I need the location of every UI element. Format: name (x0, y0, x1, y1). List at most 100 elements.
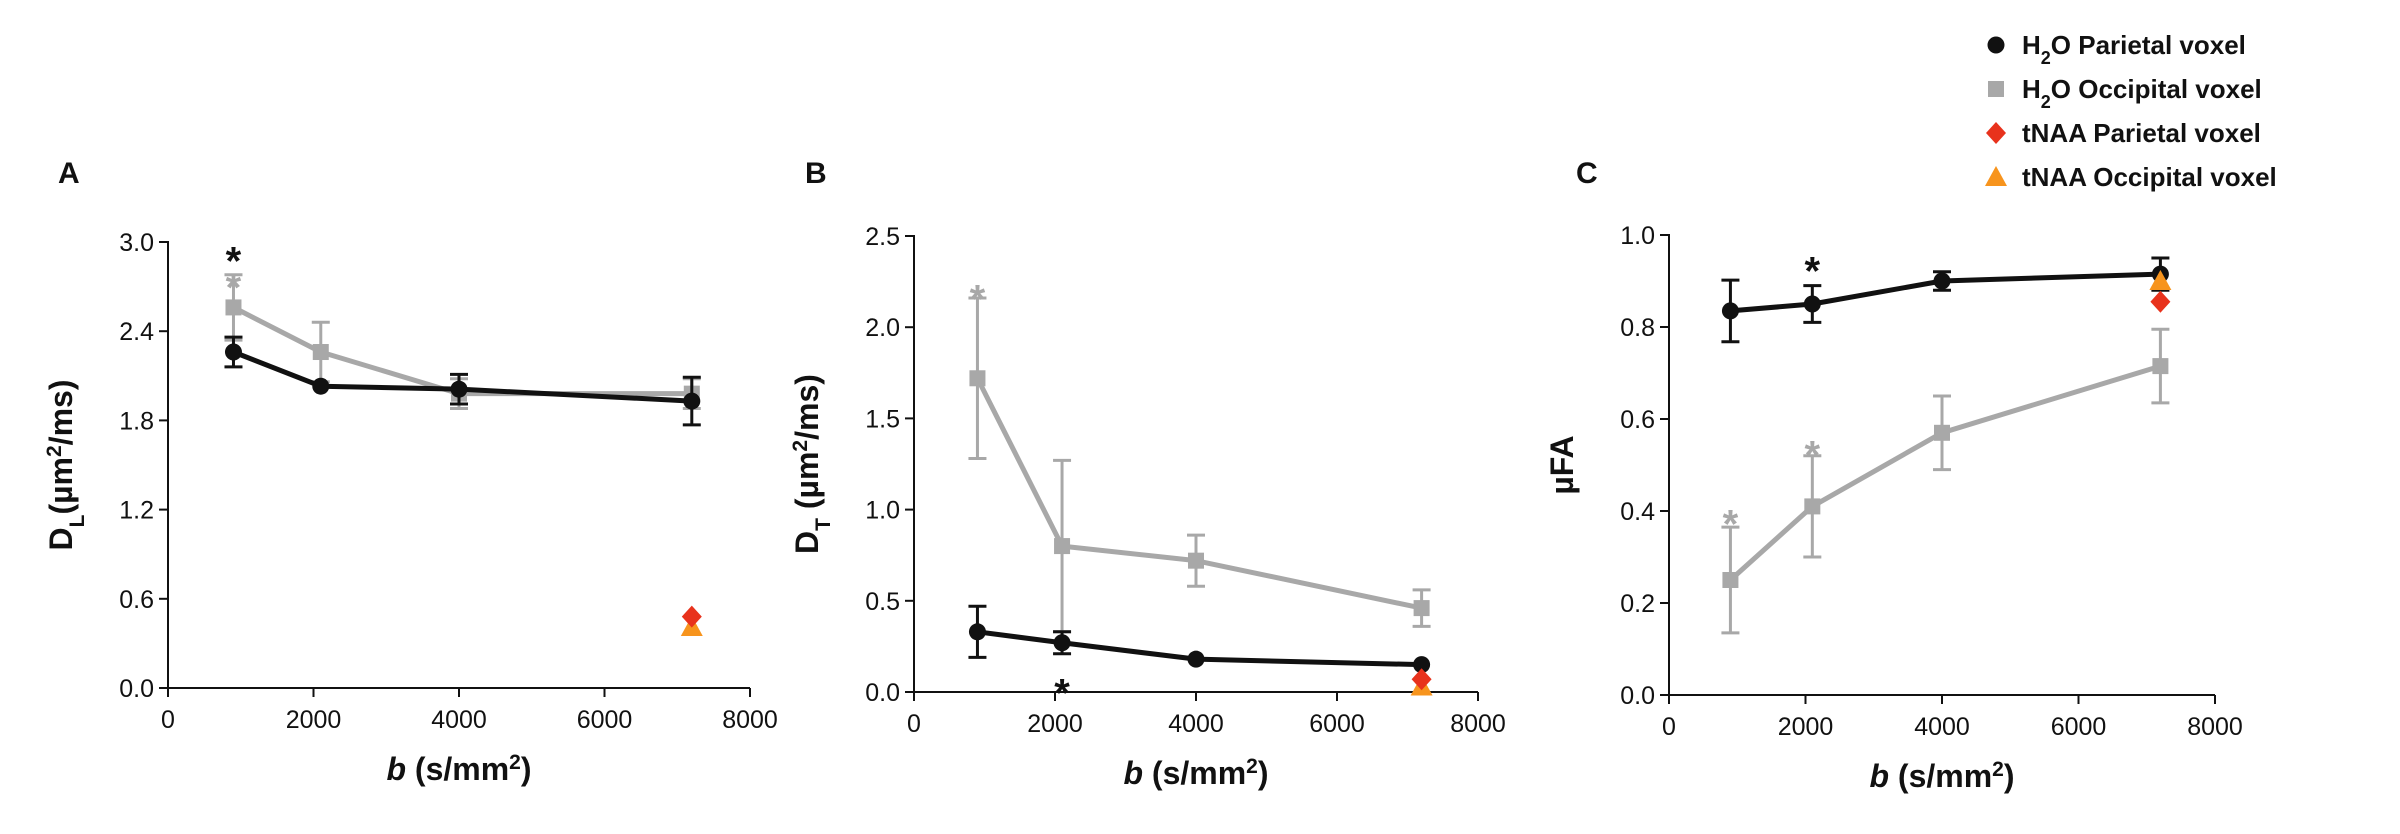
y-axis-title: DL(µm2/ms) (43, 380, 89, 551)
x-axis-title-text: (s/mm (1889, 758, 1992, 794)
y-axis-title-end: /ms) (789, 374, 825, 440)
y-tick-label: 0.0 (1620, 682, 1655, 710)
y-tick-label: 1.5 (865, 405, 900, 433)
y-axis-title-sup: 2 (789, 440, 812, 452)
significance-asterisk: * (1723, 503, 1739, 547)
y-tick-label: 1.2 (119, 497, 154, 525)
y-axis-title-text: µFA (1544, 435, 1580, 494)
x-axis-title-var: b (386, 751, 406, 787)
y-tick-label: 0.6 (119, 586, 154, 614)
x-axis-title-end: ) (521, 751, 532, 787)
series-line (975, 377, 1423, 611)
y-axis-title: DT (µm2/ms) (789, 374, 835, 554)
x-tick-label: 6000 (577, 706, 633, 734)
y-tick-label: 2.5 (865, 223, 900, 251)
panel-letter: A (58, 157, 80, 190)
data-point (312, 344, 329, 361)
x-tick-label: 8000 (1450, 710, 1506, 738)
data-point (1413, 600, 1430, 617)
data-point (1803, 295, 1821, 313)
chart-panel-b: B 0.0 0.5 1.0 1.5 2.0 2.5 0 2000 4000 6000 8000 b (s… (789, 157, 1506, 791)
legend-marker (1988, 81, 2004, 97)
x-tick-label: 0 (161, 706, 175, 734)
legend-label-sub: 2 (2041, 92, 2051, 112)
x-tick-label: 2000 (1778, 713, 1834, 741)
legend: H2O Parietal voxel H2O Occipital voxel tNA… (1985, 30, 2277, 192)
significance-asterisk: * (226, 239, 242, 283)
x-axis-title-sup: 2 (1246, 755, 1258, 778)
series-h2o-parietal (224, 335, 701, 427)
y-axis-title-sub: L (66, 514, 89, 527)
y-axis-title: µFA (1544, 435, 1580, 494)
legend-label-text: tNAA Occipital voxel (2022, 162, 2277, 192)
y-tick-label: 0.6 (1620, 406, 1655, 434)
data-point (1054, 538, 1071, 555)
legend-label: tNAA Occipital voxel (2022, 162, 2277, 192)
series-line (1730, 271, 2161, 314)
significance-asterisk: * (1054, 672, 1070, 716)
x-tick-label: 6000 (1309, 710, 1365, 738)
data-point (225, 299, 242, 316)
y-tick-label: 0.5 (865, 588, 900, 616)
chart-panel-a: A 0.0 0.6 1.2 1.8 2.4 3.0 0 2000 4000 6000 8000 b (s… (43, 157, 778, 787)
x-axis-title-end: ) (1258, 755, 1269, 791)
x-axis-title: b (s/mm2) (1869, 758, 2014, 795)
series-h2o-parietal (1721, 256, 2170, 344)
y-tick-label: 2.0 (865, 314, 900, 342)
series-line (232, 349, 692, 404)
x-tick-label: 8000 (722, 706, 778, 734)
data-point (1187, 650, 1205, 668)
y-tick-label: 0.8 (1620, 314, 1655, 342)
y-tick-label: 2.4 (119, 318, 154, 346)
x-axis-title-text: (s/mm (406, 751, 509, 787)
y-tick-label: 0.0 (865, 679, 900, 707)
x-axis-title-text: (s/mm (1143, 755, 1246, 791)
significance-asterisk: * (1805, 250, 1821, 294)
series-h2o-occipital (1721, 327, 2170, 635)
legend-marker (1985, 166, 2007, 186)
point-tnaa-parietal (1411, 668, 1432, 691)
data-point (1804, 498, 1821, 515)
data-point (1722, 572, 1739, 588)
y-axis-title-text: D (789, 531, 825, 554)
legend-marker (1987, 36, 2005, 54)
data-point (1053, 634, 1071, 652)
series-h2o-parietal (968, 604, 1431, 674)
data-point (1188, 552, 1204, 569)
panel-letter: B (805, 157, 827, 190)
legend-label-rest: O Occipital voxel (2051, 74, 2262, 104)
data-point (2152, 358, 2169, 375)
y-axis-title-rest: (µm (789, 452, 825, 518)
y-tick-label: 1.0 (1620, 222, 1655, 250)
y-axis-title-end: /ms) (43, 380, 79, 446)
legend-label: H2O Occipital voxel (2022, 74, 2262, 112)
significance-asterisk: * (1805, 434, 1821, 478)
data-point (969, 370, 986, 387)
chart-panels: A 0.0 0.6 1.2 1.8 2.4 3.0 0 2000 4000 6000 8000 b (s… (43, 157, 2243, 794)
legend-label-sub: 2 (2041, 48, 2051, 68)
data-point (450, 380, 468, 398)
legend-label: H2O Parietal voxel (2022, 30, 2246, 68)
x-axis-title-var: b (1869, 758, 1889, 794)
data-point (1721, 302, 1739, 320)
legend-item-tnaa-occipital: tNAA Occipital voxel (1985, 162, 2277, 192)
x-tick-label: 4000 (431, 706, 487, 734)
series-h2o-occipital (968, 296, 1431, 634)
legend-label-text: tNAA Parietal voxel (2022, 118, 2261, 148)
y-tick-label: 0.4 (1620, 498, 1655, 526)
data-point (1413, 656, 1431, 674)
significance-asterisk: * (970, 278, 986, 322)
y-tick-label: 0.2 (1620, 590, 1655, 618)
legend-label: tNAA Parietal voxel (2022, 118, 2261, 148)
data-point (683, 392, 701, 410)
chart-panel-c: C 0.0 0.2 0.4 0.6 0.8 1.0 0 2000 4000 6000 8000 b (s… (1544, 157, 2243, 794)
significance-asterisk: * (226, 266, 242, 310)
legend-item-h2o-parietal: H2O Parietal voxel (1987, 30, 2246, 68)
legend-label-text: H (2022, 74, 2041, 104)
data-point (312, 377, 330, 395)
data-point (968, 623, 986, 641)
series-line (977, 629, 1422, 668)
x-axis-title-sup: 2 (1992, 758, 2004, 781)
x-tick-label: 8000 (2187, 713, 2243, 741)
